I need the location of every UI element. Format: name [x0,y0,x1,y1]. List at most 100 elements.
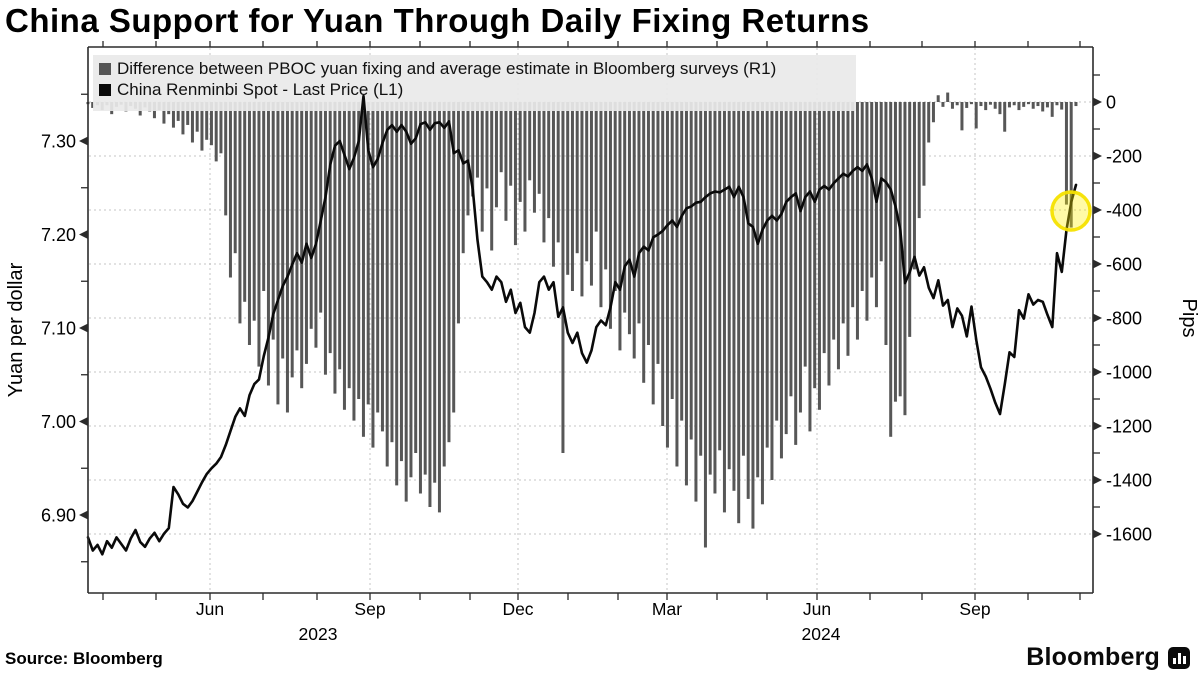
bar [998,102,1002,115]
y-right-tick-label: -800 [1106,309,1142,329]
bar [314,102,318,348]
bar [399,102,403,462]
bar [770,102,774,480]
bar [1055,102,1059,106]
bar [266,102,270,386]
bar [832,102,836,340]
bar [808,102,812,432]
bar [684,102,688,486]
bar [490,102,494,251]
highlight-circle [1050,190,1092,232]
bar [955,102,959,106]
bar [380,102,384,432]
bar [1074,102,1078,107]
bar [585,102,589,262]
x-month-label: Sep [354,599,385,619]
bar [361,102,365,437]
bar [304,102,308,364]
bar [442,102,446,467]
x-year-label: 2023 [299,624,338,644]
bloomberg-logo-icon [1168,646,1190,669]
bar [271,102,275,340]
bar [238,102,242,324]
bar [960,102,964,131]
bar [1022,102,1026,107]
bar [1045,102,1049,108]
bar [366,102,370,405]
bar [613,102,617,291]
chart-legend: Difference between PBOC yuan fixing and … [93,55,856,111]
source-attribution: Source: Bloomberg [5,649,163,668]
bar [494,102,498,208]
bar [722,102,726,513]
bar [694,102,698,502]
bar [841,102,845,324]
bar [836,102,840,370]
bar [452,102,456,413]
y-right-tick-label: -1000 [1106,363,1152,383]
bar [214,102,218,162]
bar [827,102,831,386]
bar [912,102,916,270]
bar [466,102,470,216]
right-tick-arrow-icon [1093,259,1102,269]
bar [186,102,190,125]
bar [608,102,612,329]
bar [632,102,636,359]
bar [176,102,180,121]
bar [946,92,950,102]
bar [798,102,802,413]
bar [936,95,940,102]
legend-label: Difference between PBOC yuan fixing and … [117,59,777,78]
y-left-tick-label: 7.20 [41,225,76,245]
bar [447,102,451,443]
bar [708,102,712,475]
bar [376,102,380,413]
bar [680,102,684,421]
bar [884,102,888,345]
bar [162,102,166,124]
bar [922,102,926,186]
bar [1003,102,1007,132]
bar [357,102,361,399]
bar [252,102,256,321]
legend-background [93,55,856,111]
bar [556,102,560,243]
x-month-label: Mar [652,599,682,619]
right-tick-arrow-icon [1093,151,1102,161]
bar-series-swatch-icon [99,62,111,75]
bar [737,102,741,524]
x-month-label: Sep [959,599,990,619]
bar [851,102,855,308]
bar [190,102,194,143]
bar [456,102,460,324]
bar [1069,102,1073,228]
bar [903,102,907,416]
bar [395,102,399,486]
bar [789,102,793,397]
bar [195,102,199,132]
bar [1050,102,1054,117]
bar [822,102,826,354]
bar [371,102,375,448]
bar [865,102,869,321]
chart-title: China Support for Yuan Through Daily Fix… [5,2,870,39]
bloomberg-branding: Bloomberg [1026,643,1190,672]
y-right-tick-label: -400 [1106,201,1142,221]
bar [713,102,717,494]
bar [276,102,280,405]
y-left-tick-label: 7.30 [41,132,76,152]
bar [461,102,465,254]
line-series-swatch-icon [99,83,111,96]
bar [528,102,532,181]
y-left-axis-title: Yuan per dollar [5,262,27,397]
bar [675,102,679,467]
bar [908,102,912,337]
bar [309,102,313,329]
bar [988,102,992,105]
bar [328,102,332,354]
bar [437,102,441,513]
bar [580,102,584,297]
bar [385,102,389,467]
